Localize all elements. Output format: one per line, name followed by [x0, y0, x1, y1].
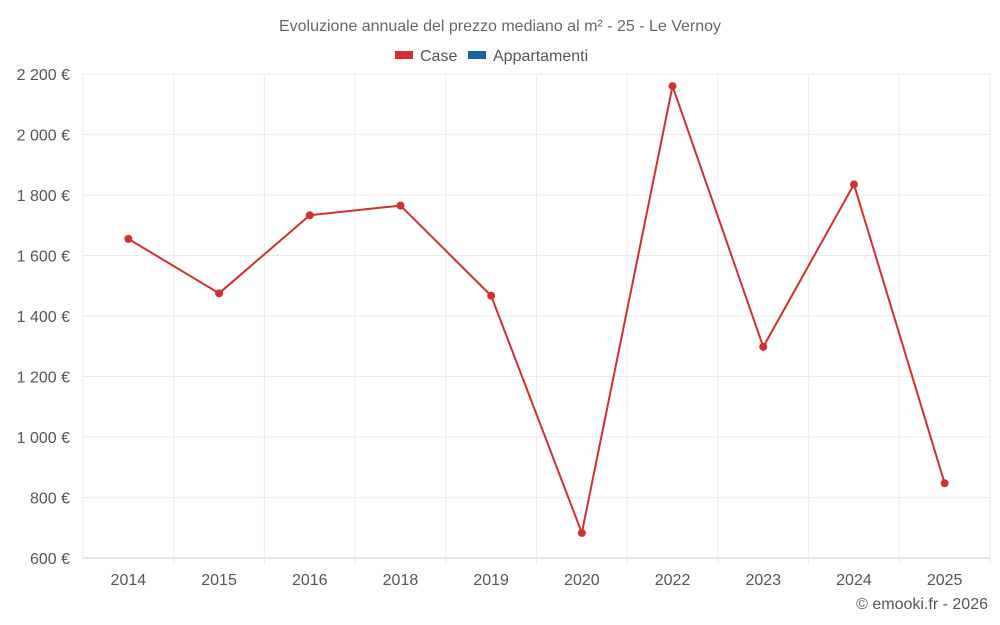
x-tick-label: 2019 [473, 572, 509, 589]
x-tick-label: 2014 [111, 572, 147, 589]
y-tick-label: 800 € [30, 491, 70, 508]
data-point-case[interactable] [668, 82, 677, 91]
legend-item-appartamenti[interactable]: Appartamenti [468, 48, 588, 65]
data-point-case[interactable] [849, 180, 858, 189]
x-tick-label: 2022 [655, 572, 691, 589]
series-case [124, 82, 949, 537]
y-tick-label: 600 € [30, 551, 70, 568]
grid [82, 73, 991, 564]
x-tick-label: 2023 [745, 572, 781, 589]
x-axis: 2014 2015 2016 2018 2019 2020 2022 2023 2024 2025 [111, 572, 963, 589]
y-tick-label: 1 800 € [17, 188, 70, 205]
y-tick-label: 2 000 € [17, 128, 70, 145]
x-tick-label: 2024 [836, 572, 872, 589]
data-point-case[interactable] [305, 211, 314, 220]
legend-item-case[interactable]: Case [395, 48, 457, 65]
legend-swatch-case [395, 51, 413, 59]
data-point-case[interactable] [124, 234, 133, 243]
data-point-case[interactable] [940, 479, 949, 488]
x-tick-label: 2020 [564, 572, 600, 589]
credit-text: © emooki.fr - 2026 [856, 596, 988, 613]
data-point-case[interactable] [487, 291, 496, 300]
data-point-case[interactable] [759, 342, 768, 351]
series-line-case [127, 85, 946, 534]
legend: Case Appartamenti [395, 48, 588, 65]
y-tick-label: 1 400 € [17, 309, 70, 326]
x-tick-label: 2016 [292, 572, 328, 589]
y-tick-label: 1 200 € [17, 370, 70, 387]
x-tick-label: 2015 [201, 572, 237, 589]
y-tick-label: 1 000 € [17, 430, 70, 447]
y-axis: 600 € 800 € 1 000 € 1 200 € 1 400 € 1 600 € 1 … [17, 67, 70, 568]
legend-label-case: Case [420, 48, 457, 65]
chart-title: Evoluzione annuale del prezzo mediano al… [279, 18, 721, 35]
legend-swatch-appartamenti [468, 51, 486, 59]
x-tick-label: 2025 [927, 572, 963, 589]
data-point-case[interactable] [215, 289, 224, 298]
y-tick-label: 2 200 € [17, 67, 70, 84]
x-tick-label: 2018 [383, 572, 419, 589]
legend-label-appartamenti: Appartamenti [493, 48, 588, 65]
y-tick-label: 1 600 € [17, 249, 70, 266]
data-point-case[interactable] [396, 201, 405, 210]
data-point-case[interactable] [577, 528, 586, 537]
